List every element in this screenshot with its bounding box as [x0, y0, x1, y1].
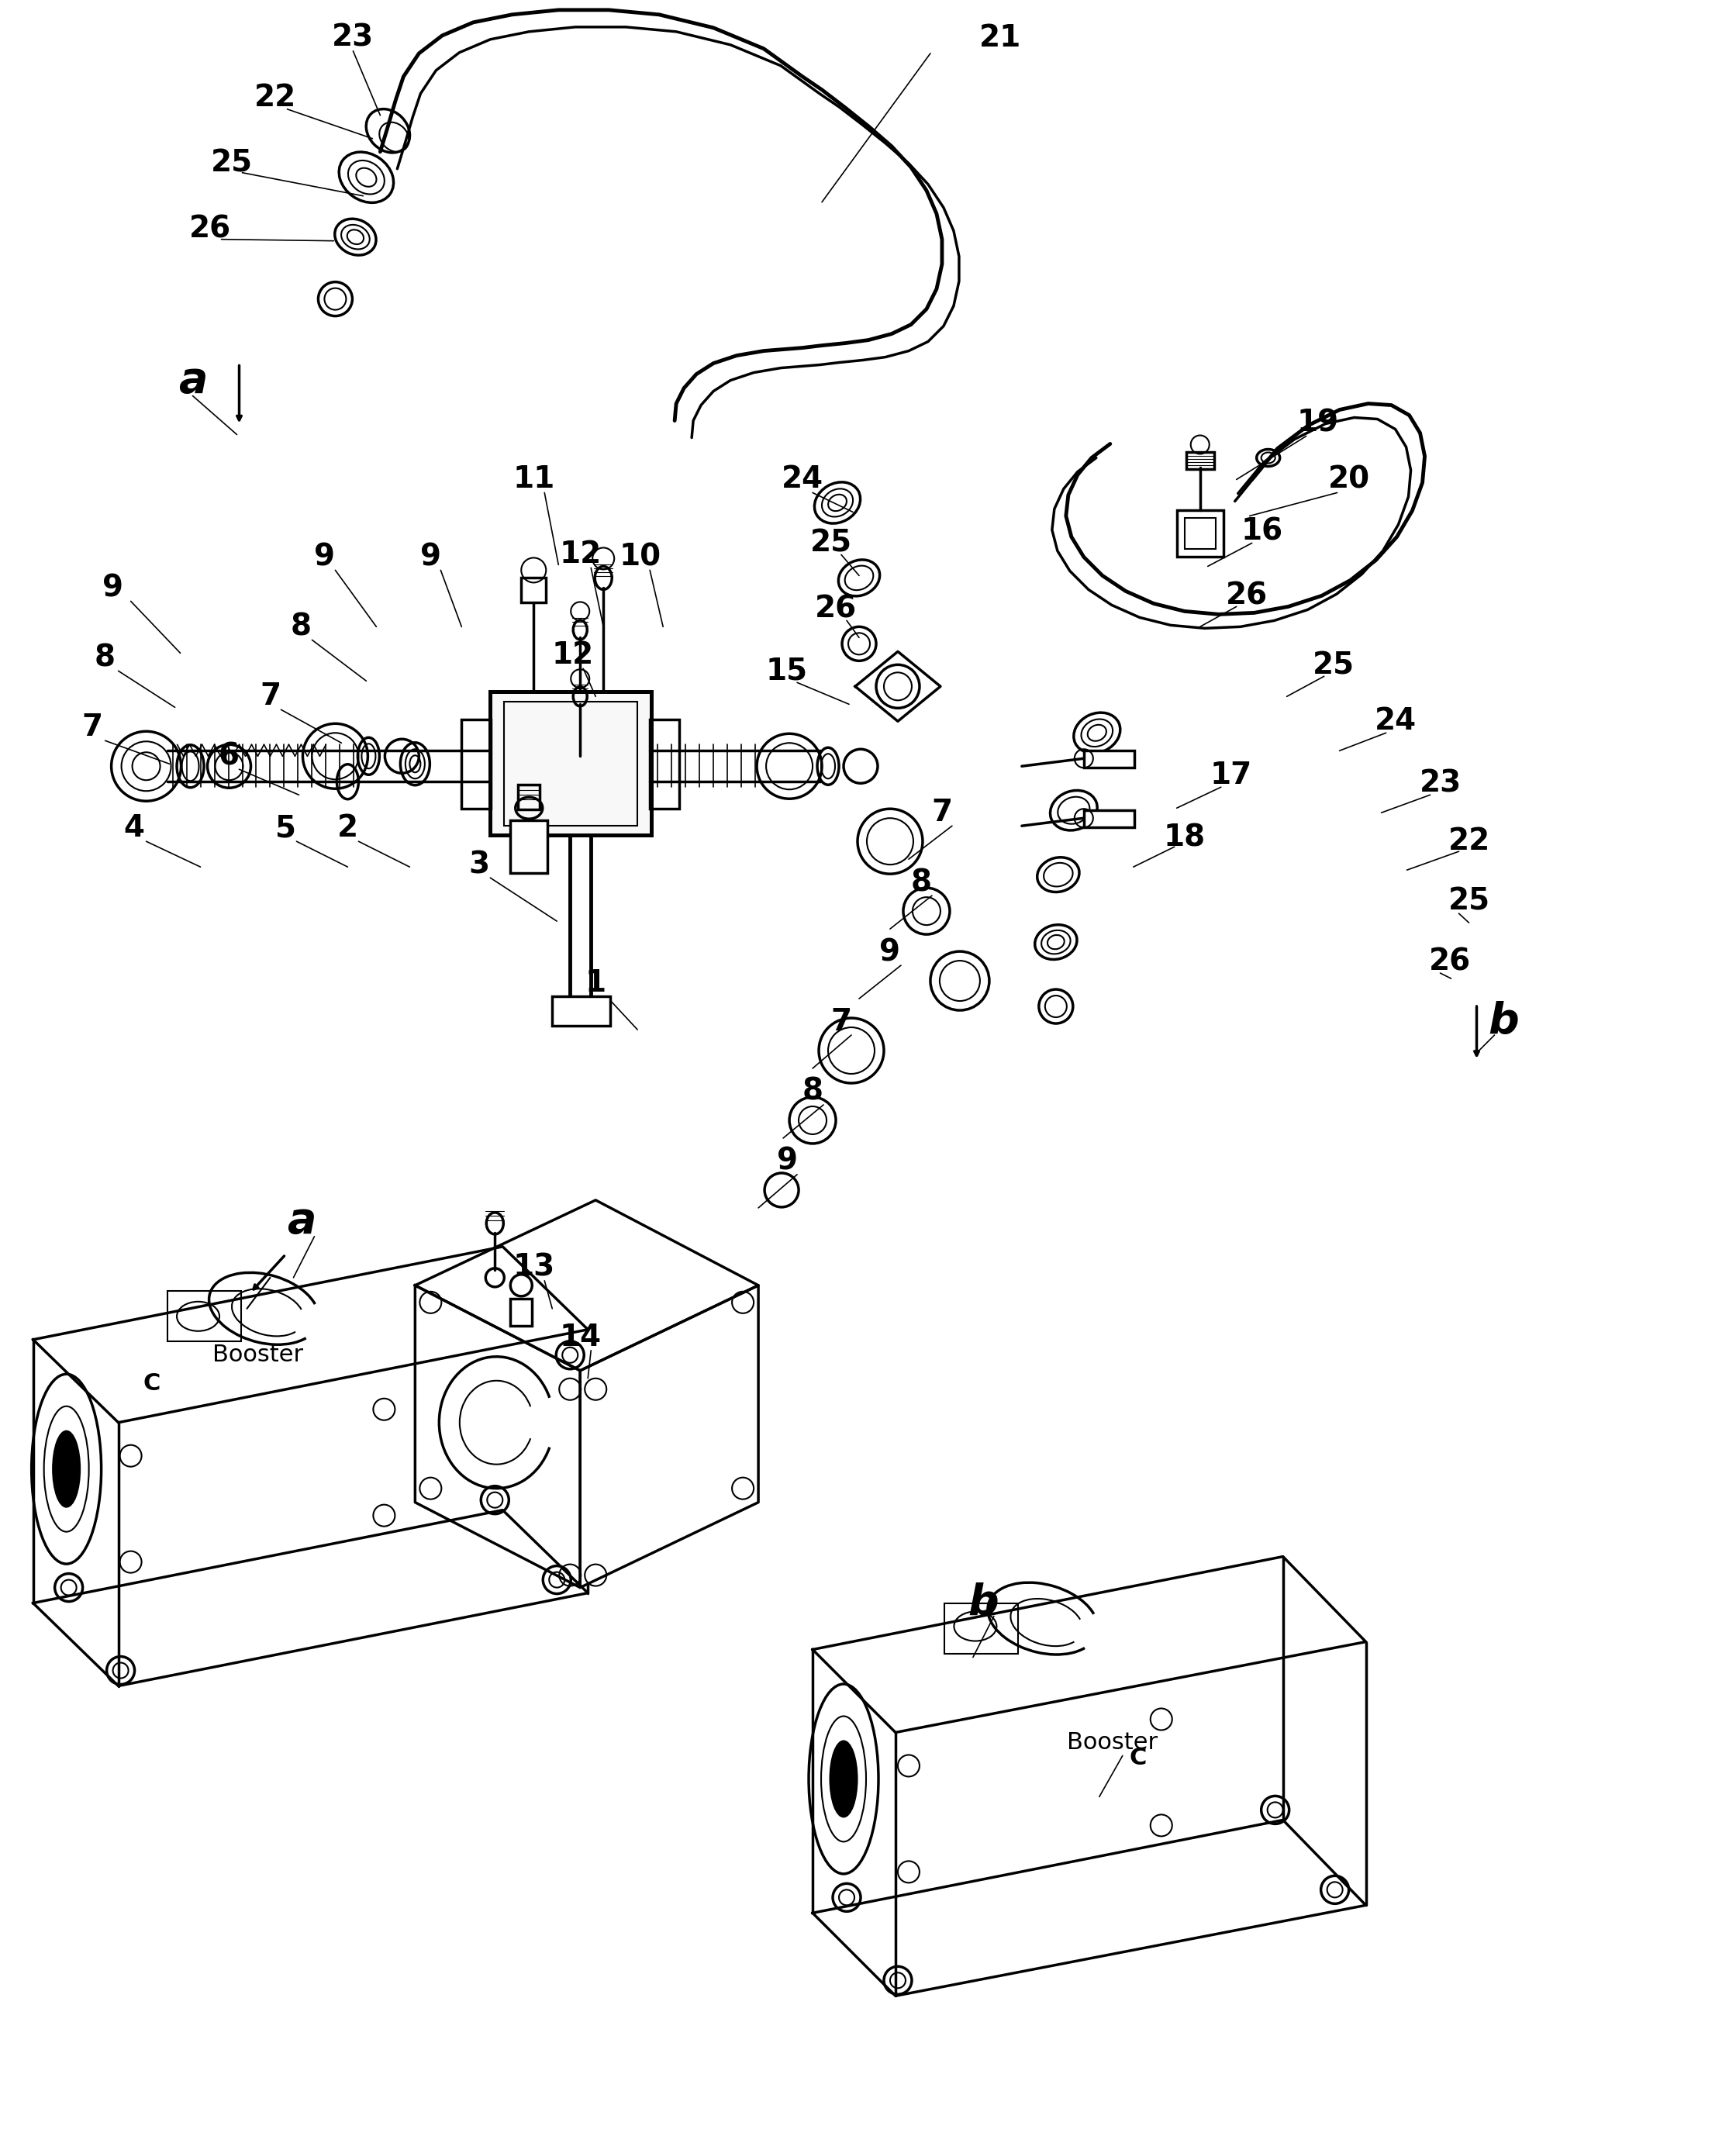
Bar — [462, 720, 491, 808]
Ellipse shape — [52, 1432, 80, 1507]
Text: a: a — [179, 360, 207, 401]
Text: 23: 23 — [332, 24, 375, 54]
Text: 2: 2 — [337, 814, 358, 842]
Bar — [1186, 452, 1213, 469]
Text: 17: 17 — [1210, 761, 1252, 791]
Text: a: a — [286, 1200, 316, 1243]
Text: 8: 8 — [911, 868, 932, 898]
Bar — [510, 1299, 533, 1327]
Text: 21: 21 — [979, 24, 1021, 54]
Text: 22: 22 — [1448, 827, 1489, 855]
Polygon shape — [415, 1286, 580, 1588]
Text: 9: 9 — [776, 1147, 797, 1177]
Text: 14: 14 — [559, 1322, 601, 1352]
Text: 6: 6 — [219, 741, 240, 771]
Text: 4: 4 — [123, 814, 144, 842]
Text: 10: 10 — [618, 542, 661, 572]
Text: 22: 22 — [255, 84, 297, 111]
Text: 12: 12 — [559, 540, 601, 570]
Text: 8: 8 — [95, 643, 116, 673]
Polygon shape — [812, 1556, 1366, 1732]
Text: 20: 20 — [1328, 465, 1370, 495]
Bar — [490, 692, 651, 836]
Bar — [1184, 519, 1215, 549]
Bar — [510, 821, 547, 872]
Polygon shape — [580, 1286, 759, 1588]
Bar — [521, 579, 547, 602]
Text: 1: 1 — [585, 969, 606, 999]
Bar — [167, 1290, 241, 1342]
Text: 8: 8 — [290, 613, 312, 641]
Text: 26: 26 — [189, 214, 231, 244]
Text: 7: 7 — [832, 1007, 852, 1037]
Text: 24: 24 — [781, 465, 823, 495]
Text: 9: 9 — [314, 542, 335, 572]
Polygon shape — [415, 1200, 759, 1372]
Text: 24: 24 — [1375, 707, 1417, 735]
Text: 11: 11 — [512, 465, 556, 495]
Polygon shape — [812, 1819, 1366, 1995]
Text: 9: 9 — [420, 542, 441, 572]
Text: 3: 3 — [469, 851, 490, 879]
Text: 26: 26 — [1429, 947, 1470, 977]
Text: 25: 25 — [811, 529, 852, 557]
Polygon shape — [33, 1511, 589, 1687]
Text: 5: 5 — [276, 814, 297, 842]
Text: C: C — [142, 1372, 160, 1395]
Text: b: b — [1488, 1001, 1519, 1044]
Text: 26: 26 — [814, 594, 858, 624]
Polygon shape — [856, 651, 941, 722]
Text: Booster: Booster — [212, 1344, 304, 1367]
Bar — [1083, 750, 1134, 767]
Text: 25: 25 — [1448, 887, 1489, 915]
Text: C: C — [1130, 1747, 1147, 1770]
Text: 7: 7 — [82, 714, 102, 741]
Text: Booster: Booster — [1068, 1732, 1158, 1753]
Ellipse shape — [830, 1740, 858, 1817]
Bar — [649, 720, 679, 808]
Text: 7: 7 — [932, 797, 953, 827]
Text: 12: 12 — [552, 641, 594, 671]
Text: 26: 26 — [1226, 581, 1267, 611]
Text: 23: 23 — [1420, 769, 1462, 797]
Bar — [503, 703, 637, 825]
Text: 9: 9 — [102, 574, 123, 602]
Polygon shape — [33, 1247, 589, 1423]
Text: 15: 15 — [766, 656, 807, 686]
Bar — [1083, 810, 1134, 827]
Text: 7: 7 — [260, 681, 281, 711]
Text: 9: 9 — [880, 936, 901, 966]
Bar — [552, 996, 611, 1026]
Text: 25: 25 — [210, 148, 252, 178]
Text: b: b — [967, 1582, 998, 1624]
Text: 19: 19 — [1297, 407, 1338, 437]
Text: 16: 16 — [1241, 516, 1283, 546]
Text: 18: 18 — [1163, 823, 1205, 853]
Bar — [944, 1603, 1017, 1654]
Text: 13: 13 — [512, 1254, 556, 1282]
Bar — [517, 784, 540, 810]
Text: 25: 25 — [1312, 651, 1354, 679]
Bar — [490, 692, 651, 836]
Text: 8: 8 — [802, 1078, 823, 1106]
Bar — [1177, 510, 1224, 557]
